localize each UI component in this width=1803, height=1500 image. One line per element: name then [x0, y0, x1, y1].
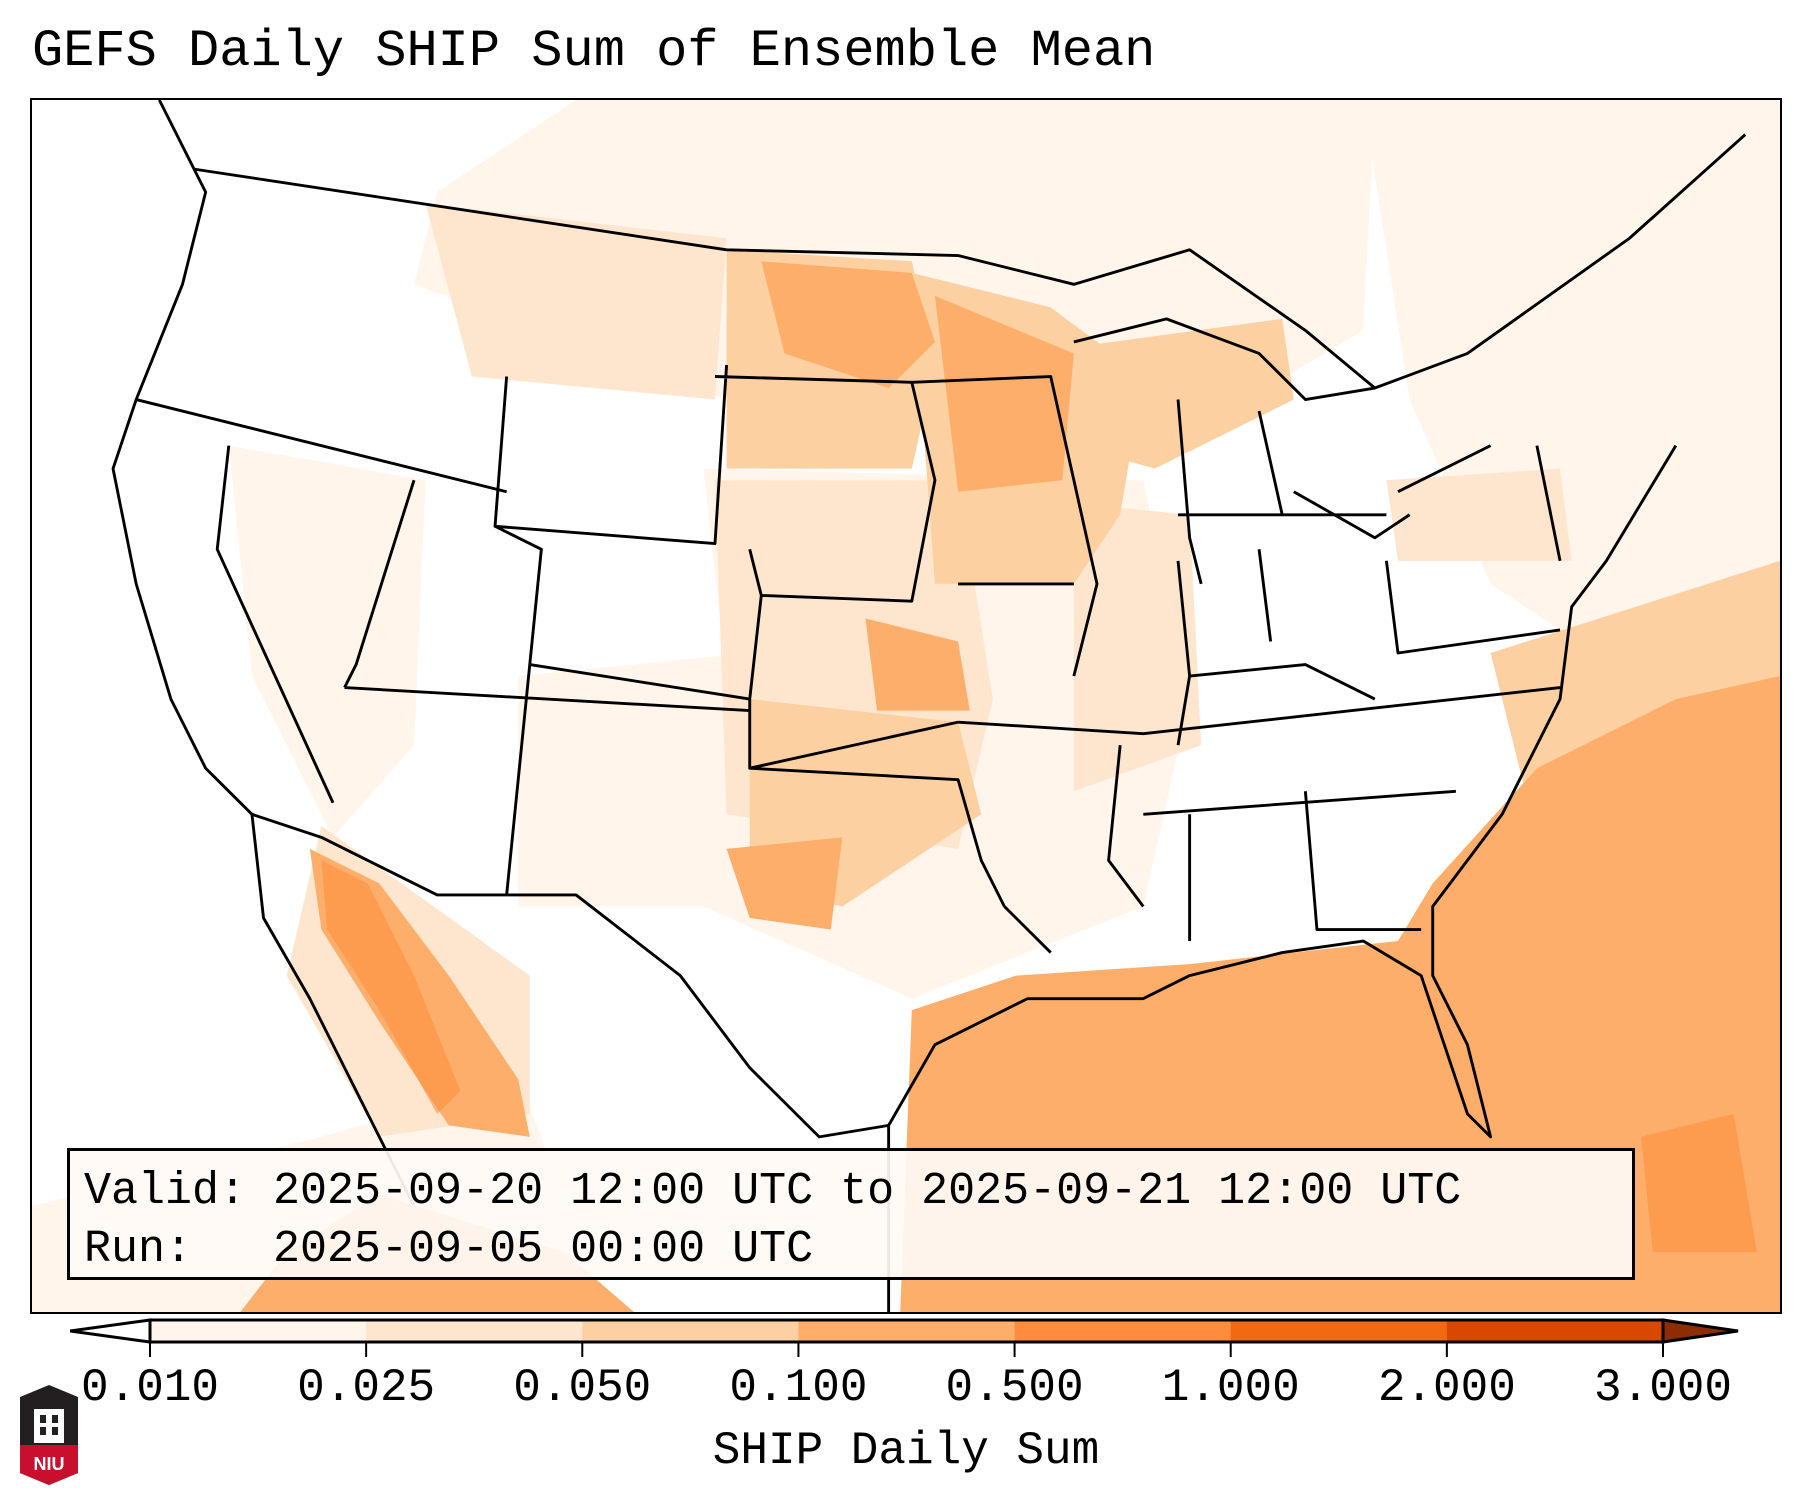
- colorbar-tick-label: 0.010: [80, 1362, 220, 1414]
- us-canada-border: [193, 133, 1747, 390]
- mexico-border: [251, 812, 889, 1139]
- colorbar-tick-label: 1.000: [1161, 1362, 1300, 1414]
- valid-run-info-box: Valid: 2025-09-20 12:00 UTC to 2025-09-2…: [67, 1148, 1635, 1280]
- colorbar-segment: [366, 1320, 583, 1342]
- colorbar-segment: [582, 1320, 799, 1342]
- boundaries: [111, 100, 1747, 1312]
- field-0.500: [321, 860, 1757, 1253]
- colorbar-tick-label: 0.025: [297, 1362, 436, 1414]
- colorbar-segment: [150, 1320, 367, 1342]
- colorbar-tick-label: 3.000: [1593, 1362, 1733, 1414]
- great-lakes: [1073, 317, 1492, 585]
- valid-time-text: Valid: 2025-09-20 12:00 UTC to 2025-09-2…: [84, 1166, 1462, 1217]
- colorbar-under-extension: [70, 1318, 152, 1344]
- colorbar-tick-label: 0.050: [513, 1362, 652, 1414]
- colorbar-tick-label: 0.100: [729, 1362, 868, 1414]
- coastline-west: [111, 100, 416, 1207]
- colorbar-tick-label: 0.500: [945, 1362, 1084, 1414]
- colorbar: [70, 1318, 1739, 1357]
- run-time-text: Run: 2025-09-05 00:00 UTC: [84, 1224, 814, 1275]
- colorbar-tick-label: 2.000: [1377, 1362, 1516, 1414]
- map-panel: [30, 98, 1782, 1314]
- colorbar-segment: [1446, 1320, 1664, 1342]
- colorbar-over-extension: [1661, 1318, 1739, 1344]
- map-svg: [32, 100, 1780, 1312]
- chart-title: GEFS Daily SHIP Sum of Ensemble Mean: [32, 22, 1156, 81]
- colorbar-frame: [148, 1318, 1665, 1344]
- colorbar-label: SHIP Daily Sum: [712, 1425, 1100, 1477]
- niu-logo: NIU: [20, 1385, 78, 1485]
- svg-text:NIU: NIU: [34, 1454, 65, 1474]
- colorbar-segment: [1230, 1320, 1448, 1342]
- colorbar-segment: [1014, 1320, 1232, 1342]
- gulf-coast: [887, 444, 1678, 1312]
- colorbar-segment: [798, 1320, 1016, 1342]
